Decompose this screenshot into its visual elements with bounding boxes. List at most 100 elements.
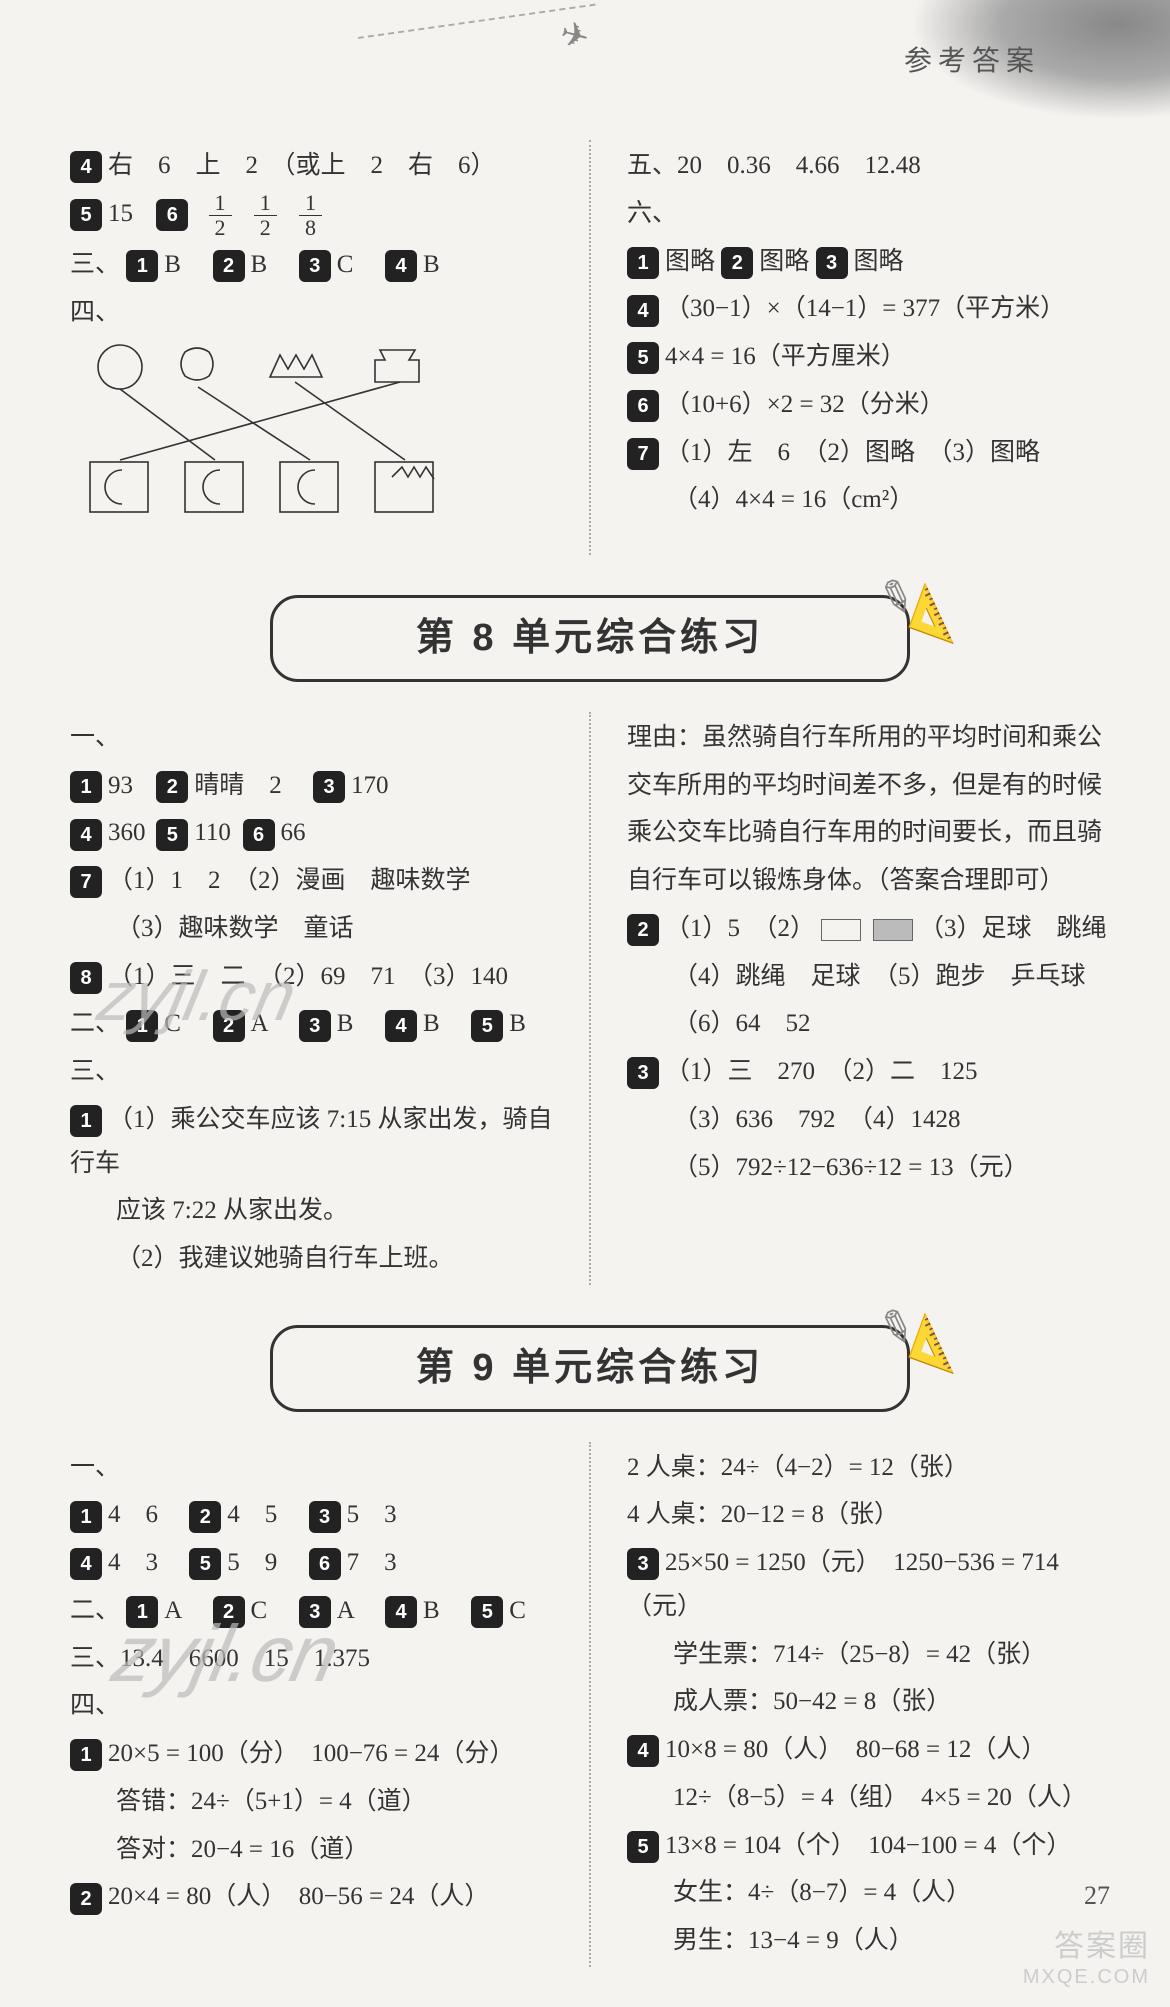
line: 6（10+6）×2 = 32（分米） — [627, 383, 1110, 427]
text: 5 9 — [227, 1549, 277, 1576]
badge: 6 — [156, 199, 188, 231]
line: （4）4×4 = 16（cm²） — [627, 478, 1110, 522]
section-label: 四、 — [70, 291, 553, 335]
badge: 3 — [299, 1596, 331, 1628]
badge: 3 — [313, 771, 345, 803]
badge: 2 — [189, 1501, 221, 1533]
badge: 4 — [70, 1548, 102, 1580]
text: 4 3 — [108, 1549, 158, 1576]
badge: 5 — [627, 1831, 659, 1863]
text: B — [337, 1002, 379, 1046]
text: A — [164, 1589, 206, 1633]
text: 360 — [108, 811, 150, 855]
badge: 1 — [627, 247, 659, 279]
text: 25×50 = 1250（元） 1250−536 = 714（元） — [627, 1549, 1059, 1620]
line: 44 3 55 9 67 3 — [70, 1541, 553, 1585]
matching-diagram — [70, 342, 553, 537]
line: （4）跳绳 足球 （5）跑步 乒乓球 — [627, 955, 1110, 999]
line: 自行车可以锻炼身体。（答案合理即可） — [627, 859, 1110, 903]
badge: 4 — [70, 819, 102, 851]
badge: 4 — [385, 250, 417, 282]
section-label: 三、 — [70, 251, 120, 278]
line: 五、20 0.36 4.66 12.48 — [627, 144, 1110, 188]
section-label: 二、 — [70, 1010, 120, 1037]
line: 410×8 = 80（人） 80−68 = 12（人） — [627, 1728, 1110, 1772]
unit9-left: 一、 14 6 24 5 35 3 44 3 55 9 67 3 二、 1A 2… — [70, 1442, 553, 1967]
badge: 4 — [385, 1596, 417, 1628]
text: C — [509, 1589, 551, 1633]
watermark-corner: 答案圈 MXQE.COM — [1023, 1929, 1150, 1989]
unit8-left: 一、 193 2晴晴 2 3170 4360 5110 666 7（1）1 2 … — [70, 712, 553, 1285]
text: 右 6 上 2 （或上 2 右 6） — [108, 152, 496, 179]
text: 110 — [194, 811, 236, 855]
badge: 1 — [70, 771, 102, 803]
column-divider — [589, 712, 591, 1285]
line: 4（30−1）×（14−1）= 377（平方米） — [627, 287, 1110, 331]
badge: 3 — [299, 250, 331, 282]
badge: 5 — [471, 1010, 503, 1042]
text: A — [251, 1002, 293, 1046]
line: （3）636 792 （4）1428 — [627, 1098, 1110, 1142]
line: 三、 1B 2B 3C 4B — [70, 243, 553, 287]
text: B — [423, 1589, 465, 1633]
badge: 6 — [627, 390, 659, 422]
section-label: 一、 — [70, 716, 553, 760]
badge: 6 — [309, 1548, 341, 1580]
line: 7（1）左 6 （2）图略 （3）图略 — [627, 431, 1110, 475]
text: C — [164, 1002, 206, 1046]
badge: 5 — [156, 819, 188, 851]
line: 2 人桌：24÷（4−2）= 12（张） — [627, 1446, 1110, 1490]
text: （1）三 二 （2）69 71 （3）140 — [108, 963, 508, 990]
unit9-banner: 第 9 单元综合练习 ✎📐 — [270, 1325, 910, 1412]
unit8-right: 理由：虽然骑自行车所用的平均时间和乘公 交车所用的平均时间差不多，但是有的时候 … — [627, 712, 1110, 1285]
text: 4×4 = 16（平方厘米） — [665, 343, 906, 370]
line: 1图略 2图略 3图略 — [627, 240, 1110, 284]
line: 193 2晴晴 2 3170 — [70, 764, 553, 808]
text: 4 6 — [108, 1501, 158, 1528]
text: 20×5 = 100（分） 100−76 = 24（分） — [108, 1740, 514, 1767]
badge: 2 — [627, 914, 659, 946]
badge: 7 — [627, 438, 659, 470]
line: 女生：4÷（8−7）= 4（人） — [627, 1871, 1110, 1915]
badge: 1 — [126, 1010, 158, 1042]
badge: 1 — [126, 1596, 158, 1628]
line: 3（1）三 270 （2）二 125 — [627, 1050, 1110, 1094]
line: 答错：24÷（5+1）= 4（道） — [70, 1780, 553, 1824]
text: 66 — [281, 819, 306, 846]
text: C — [337, 243, 379, 287]
top-right-column: 五、20 0.36 4.66 12.48 六、 1图略 2图略 3图略 4（30… — [627, 140, 1110, 555]
matching-svg — [70, 342, 470, 522]
text: 13×8 = 104（个） 104−100 = 4（个） — [665, 1832, 1071, 1859]
badge: 5 — [70, 199, 102, 231]
badge: 1 — [126, 250, 158, 282]
text: （30−1）×（14−1）= 377（平方米） — [665, 295, 1065, 322]
badge: 3 — [299, 1010, 331, 1042]
text: B — [423, 1002, 465, 1046]
line: 成人票：50−42 = 8（张） — [627, 1680, 1110, 1724]
text: 170 — [351, 772, 389, 799]
unit9-block: 一、 14 6 24 5 35 3 44 3 55 9 67 3 二、 1A 2… — [70, 1442, 1110, 1967]
badge: 4 — [385, 1010, 417, 1042]
badge: 1 — [70, 1501, 102, 1533]
unit8-banner: 第 8 单元综合练习 ✎📐 — [270, 595, 910, 682]
badge: 4 — [627, 1735, 659, 1767]
line: 二、 1C 2A 3B 4B 5B — [70, 1002, 553, 1046]
badge: 2 — [70, 1883, 102, 1915]
watermark-text: MXQE.COM — [1023, 1965, 1150, 1989]
text: 5 3 — [347, 1501, 397, 1528]
badge: 3 — [309, 1501, 341, 1533]
line: 120×5 = 100（分） 100−76 = 24（分） — [70, 1732, 553, 1776]
text: 15 — [108, 192, 150, 236]
line: （6）64 52 — [627, 1002, 1110, 1046]
line: 理由：虽然骑自行车所用的平均时间和乘公 — [627, 716, 1110, 760]
text: 20×4 = 80（人） 80−56 = 24（人） — [108, 1883, 489, 1910]
line: 乘公交车比骑自行车用的时间要长，而且骑 — [627, 811, 1110, 855]
line: 应该 7:22 从家出发。 — [70, 1189, 553, 1233]
fraction: 18 — [299, 192, 322, 239]
line: 513×8 = 104（个） 104−100 = 4（个） — [627, 1824, 1110, 1868]
text: （1）1 2 （2）漫画 趣味数学 — [108, 867, 471, 894]
section-label: 三、 — [70, 1050, 553, 1094]
text: 7 3 — [347, 1549, 397, 1576]
text: A — [337, 1589, 379, 1633]
badge: 3 — [816, 247, 848, 279]
